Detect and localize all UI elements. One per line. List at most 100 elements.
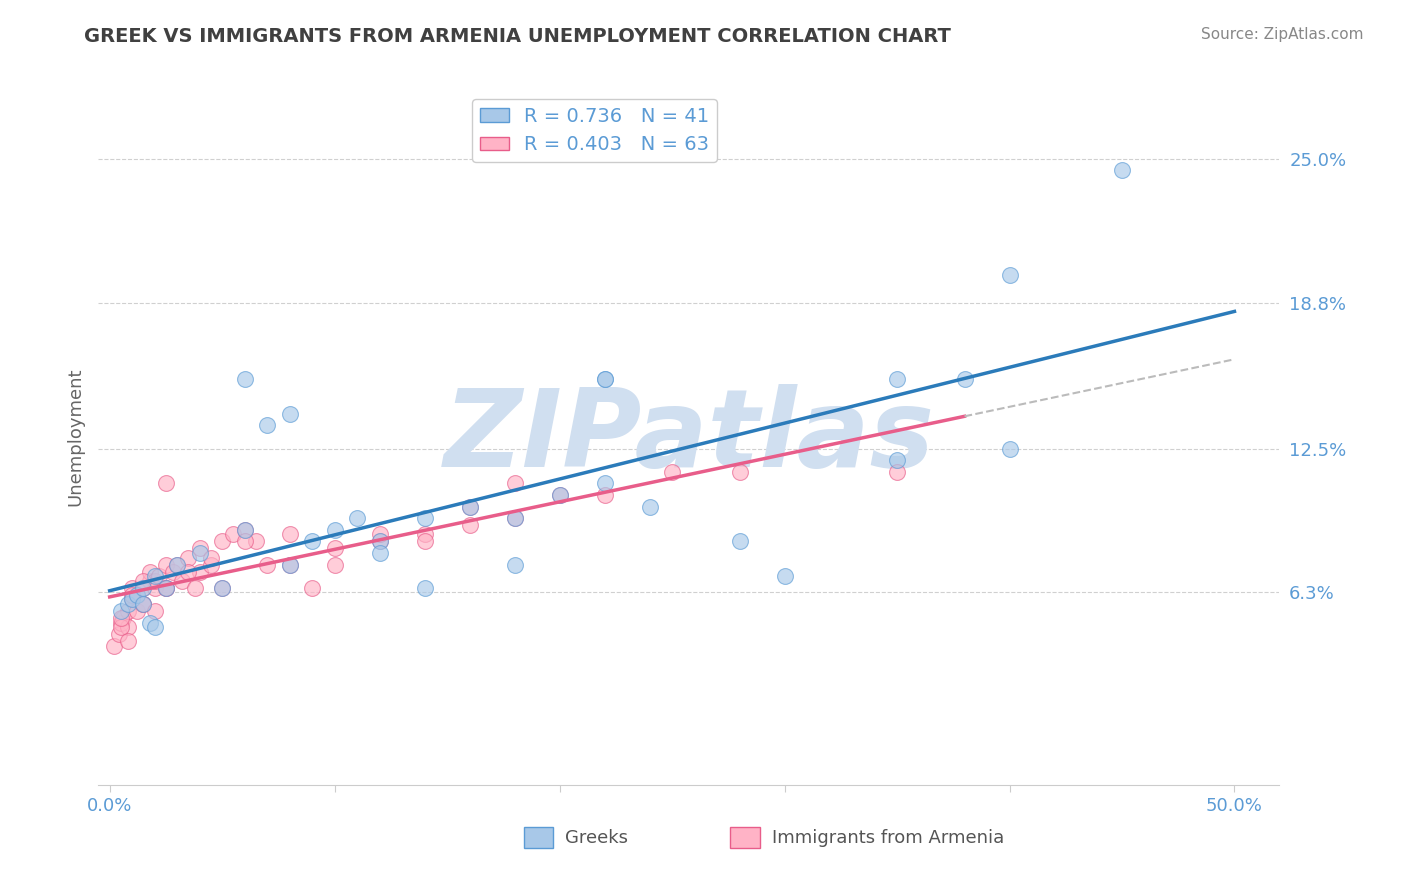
Point xyxy=(125,588,148,602)
Point xyxy=(155,476,177,491)
Bar xyxy=(523,827,553,847)
Point xyxy=(121,588,143,602)
Point xyxy=(125,588,148,602)
Point xyxy=(117,604,139,618)
Point xyxy=(233,523,256,537)
Point xyxy=(278,527,301,541)
Point xyxy=(211,534,233,549)
Point xyxy=(548,488,571,502)
Point xyxy=(143,574,166,588)
Point xyxy=(661,465,683,479)
Point xyxy=(200,550,222,565)
Point xyxy=(886,372,908,386)
Point xyxy=(953,372,976,386)
Point xyxy=(148,569,170,583)
Point xyxy=(413,511,436,525)
Point xyxy=(593,488,616,502)
Point xyxy=(233,534,256,549)
Point xyxy=(188,565,211,579)
Point xyxy=(245,534,267,549)
Point xyxy=(503,511,526,525)
Point xyxy=(886,465,908,479)
Point xyxy=(132,597,155,611)
Point xyxy=(413,534,436,549)
Point xyxy=(177,550,200,565)
Point xyxy=(117,597,139,611)
Point xyxy=(166,558,188,572)
Point xyxy=(107,627,129,641)
Point xyxy=(503,558,526,572)
Text: ZIPatlas: ZIPatlas xyxy=(443,384,935,490)
Point xyxy=(998,268,1021,282)
Point xyxy=(132,581,155,595)
Point xyxy=(413,581,436,595)
Point xyxy=(323,558,346,572)
Point xyxy=(1111,163,1133,178)
Point xyxy=(458,500,481,514)
Point xyxy=(368,527,391,541)
Point xyxy=(368,534,391,549)
Point xyxy=(593,372,616,386)
Point xyxy=(143,581,166,595)
Point xyxy=(139,565,162,579)
Point xyxy=(188,546,211,560)
Point xyxy=(110,615,132,630)
Point xyxy=(132,597,155,611)
Text: Source: ZipAtlas.com: Source: ZipAtlas.com xyxy=(1201,27,1364,42)
Point xyxy=(125,604,148,618)
Point xyxy=(278,558,301,572)
Point xyxy=(256,558,278,572)
Point xyxy=(233,523,256,537)
Y-axis label: Unemployment: Unemployment xyxy=(66,368,84,507)
Point xyxy=(177,565,200,579)
Point xyxy=(103,639,125,653)
Point xyxy=(139,574,162,588)
Point xyxy=(728,465,751,479)
Point xyxy=(155,581,177,595)
Point xyxy=(222,527,245,541)
Point xyxy=(301,581,323,595)
Point xyxy=(121,581,143,595)
Point xyxy=(998,442,1021,456)
Point xyxy=(155,581,177,595)
Point xyxy=(458,500,481,514)
Point xyxy=(503,511,526,525)
Point xyxy=(110,620,132,634)
Point xyxy=(117,620,139,634)
Point xyxy=(184,581,207,595)
Point xyxy=(132,581,155,595)
Point xyxy=(773,569,796,583)
Point xyxy=(211,581,233,595)
Point xyxy=(188,541,211,556)
Point xyxy=(593,372,616,386)
Point xyxy=(593,476,616,491)
Point xyxy=(112,611,135,625)
Text: Immigrants from Armenia: Immigrants from Armenia xyxy=(772,829,1004,847)
Point xyxy=(110,611,132,625)
Point xyxy=(458,518,481,533)
Point xyxy=(143,569,166,583)
Point xyxy=(155,581,177,595)
Point xyxy=(886,453,908,467)
Point xyxy=(166,558,188,572)
Point xyxy=(278,558,301,572)
Point xyxy=(211,581,233,595)
Legend: R = 0.736   N = 41, R = 0.403   N = 63: R = 0.736 N = 41, R = 0.403 N = 63 xyxy=(472,99,717,162)
Point xyxy=(503,476,526,491)
Point xyxy=(132,574,155,588)
Point xyxy=(110,604,132,618)
Point xyxy=(117,634,139,648)
Point xyxy=(368,534,391,549)
Point xyxy=(278,407,301,421)
Point xyxy=(200,558,222,572)
Point xyxy=(548,488,571,502)
Point xyxy=(139,615,162,630)
Point xyxy=(323,541,346,556)
Point xyxy=(256,418,278,433)
Bar xyxy=(730,827,759,847)
Point xyxy=(121,592,143,607)
Point xyxy=(233,372,256,386)
Point xyxy=(638,500,661,514)
Point xyxy=(143,620,166,634)
Text: Greeks: Greeks xyxy=(565,829,628,847)
